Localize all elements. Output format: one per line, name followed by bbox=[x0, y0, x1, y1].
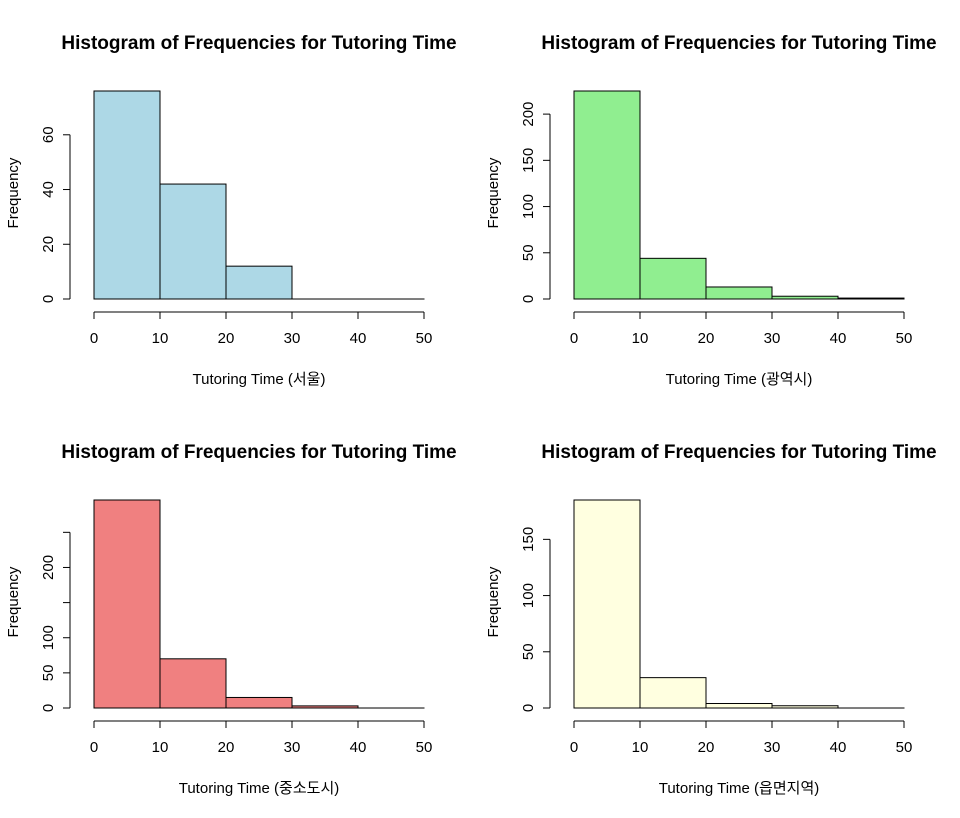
x-axis-label: Tutoring Time (광역시) bbox=[666, 371, 813, 388]
y-tick-label: 0 bbox=[520, 704, 537, 712]
x-tick-label: 50 bbox=[896, 739, 913, 756]
y-tick-label: 200 bbox=[520, 102, 537, 127]
histogram-bar bbox=[93, 90, 161, 300]
histogram-bar bbox=[225, 696, 293, 709]
histogram-bar bbox=[705, 286, 773, 300]
histogram-bar bbox=[837, 297, 905, 300]
chart-title: Histogram of Frequencies for Tutoring Ti… bbox=[541, 33, 936, 54]
y-axis-label: Frequency bbox=[485, 566, 502, 637]
y-tick-label: 0 bbox=[40, 295, 57, 303]
x-tick-label: 20 bbox=[698, 739, 715, 756]
x-tick-label: 10 bbox=[632, 330, 649, 347]
histogram-panel-1: Histogram of Frequencies for Tutoring Ti… bbox=[5, 33, 457, 388]
histogram-bar bbox=[573, 90, 641, 300]
chart-title: Histogram of Frequencies for Tutoring Ti… bbox=[61, 442, 456, 463]
histogram-bar bbox=[93, 499, 161, 709]
histogram-bar bbox=[159, 183, 227, 300]
histogram-bar bbox=[639, 677, 707, 709]
x-tick-label: 30 bbox=[284, 330, 301, 347]
histogram-bar bbox=[771, 705, 839, 709]
x-tick-label: 10 bbox=[632, 739, 649, 756]
histogram-bar bbox=[705, 703, 773, 709]
y-tick-label: 0 bbox=[40, 704, 57, 712]
x-axis-label: Tutoring Time (서울) bbox=[193, 371, 326, 388]
x-axis-label: Tutoring Time (읍면지역) bbox=[659, 780, 820, 797]
x-tick-label: 30 bbox=[284, 739, 301, 756]
y-tick-label: 150 bbox=[520, 527, 537, 552]
x-tick-label: 0 bbox=[90, 330, 98, 347]
histogram-panel-3: Histogram of Frequencies for Tutoring Ti… bbox=[5, 442, 457, 797]
x-axis-label: Tutoring Time (중소도시) bbox=[179, 780, 340, 797]
x-tick-label: 40 bbox=[350, 739, 367, 756]
histogram-bar bbox=[225, 265, 293, 300]
x-tick-label: 0 bbox=[570, 739, 578, 756]
x-tick-label: 30 bbox=[764, 330, 781, 347]
x-tick-label: 40 bbox=[830, 330, 847, 347]
x-tick-label: 40 bbox=[350, 330, 367, 347]
y-axis-label: Frequency bbox=[5, 157, 22, 228]
y-tick-label: 100 bbox=[40, 625, 57, 650]
histogram-bar bbox=[291, 705, 359, 709]
y-tick-label: 150 bbox=[520, 148, 537, 173]
y-tick-label: 100 bbox=[520, 583, 537, 608]
y-tick-label: 0 bbox=[520, 295, 537, 303]
histogram-bar bbox=[159, 658, 227, 709]
x-tick-label: 20 bbox=[698, 330, 715, 347]
y-tick-label: 50 bbox=[520, 643, 537, 660]
x-tick-label: 10 bbox=[152, 330, 169, 347]
histogram-bar bbox=[639, 257, 707, 300]
y-tick-label: 60 bbox=[40, 126, 57, 143]
y-tick-label: 40 bbox=[40, 181, 57, 198]
x-tick-label: 50 bbox=[416, 330, 433, 347]
histogram-panel-2: Histogram of Frequencies for Tutoring Ti… bbox=[485, 33, 937, 388]
y-tick-label: 100 bbox=[520, 194, 537, 219]
x-tick-label: 0 bbox=[570, 330, 578, 347]
x-tick-label: 20 bbox=[218, 330, 235, 347]
x-tick-label: 0 bbox=[90, 739, 98, 756]
x-tick-label: 30 bbox=[764, 739, 781, 756]
y-tick-label: 200 bbox=[40, 555, 57, 580]
x-tick-label: 20 bbox=[218, 739, 235, 756]
x-tick-label: 40 bbox=[830, 739, 847, 756]
histogram-bar bbox=[573, 499, 641, 709]
histogram-panel-4: Histogram of Frequencies for Tutoring Ti… bbox=[485, 442, 937, 797]
histogram-bar bbox=[771, 295, 839, 300]
y-axis-label: Frequency bbox=[485, 157, 502, 228]
y-tick-label: 50 bbox=[520, 244, 537, 261]
x-tick-label: 50 bbox=[896, 330, 913, 347]
chart-title: Histogram of Frequencies for Tutoring Ti… bbox=[61, 33, 456, 54]
chart-title: Histogram of Frequencies for Tutoring Ti… bbox=[541, 442, 936, 463]
y-tick-label: 50 bbox=[40, 665, 57, 682]
y-axis-label: Frequency bbox=[5, 566, 22, 637]
y-tick-label: 20 bbox=[40, 236, 57, 253]
x-tick-label: 50 bbox=[416, 739, 433, 756]
x-tick-label: 10 bbox=[152, 739, 169, 756]
